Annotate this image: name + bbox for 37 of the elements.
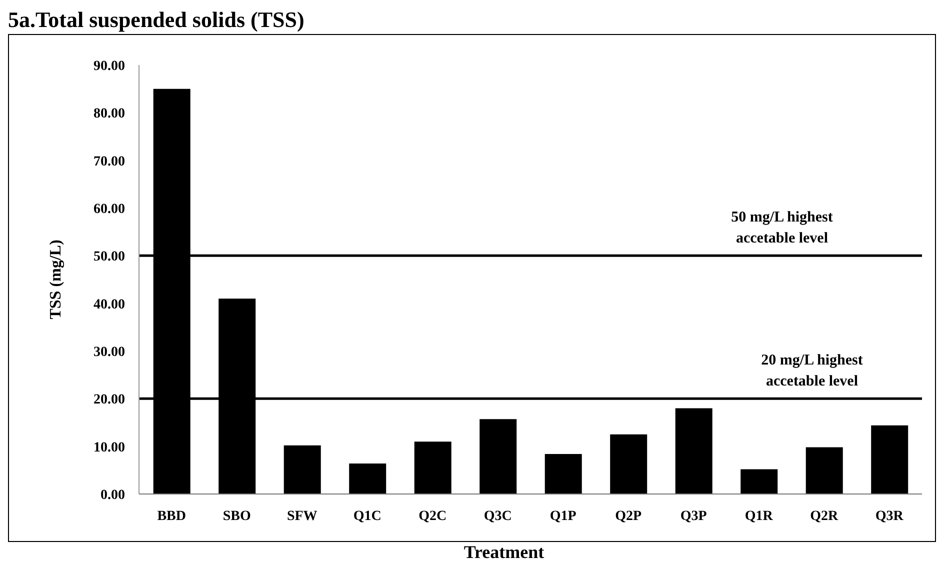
x-tick-label: Q2P	[615, 508, 642, 524]
x-tick-label: Q1R	[744, 508, 774, 524]
bar	[349, 463, 386, 494]
bar	[871, 425, 908, 494]
bar	[544, 454, 582, 494]
y-tick-label: 60.00	[94, 202, 125, 217]
x-tick-label: Q2C	[418, 508, 447, 524]
y-axis-title: TSS (mg/L)	[48, 240, 65, 320]
x-tick-label: Q1C	[353, 508, 382, 524]
ref-line-label: 50 mg/L highest accetable level	[731, 210, 833, 247]
x-tick-label: SBO	[222, 508, 251, 524]
y-tick-label: 20.00	[94, 392, 125, 408]
bar	[284, 445, 321, 494]
y-tick-label: 40.00	[94, 297, 125, 312]
y-tick-label: 50.00	[94, 250, 125, 265]
bar	[480, 419, 517, 494]
y-tick-label: 30.00	[94, 344, 125, 360]
x-tick-label: Q1P	[550, 508, 577, 524]
chart-title: 5a.Total suspended solids (TSS)	[8, 7, 306, 34]
x-tick-label: Q3P	[680, 508, 708, 524]
x-tick-label: Q2R	[810, 508, 840, 524]
x-axis-title: Treatment	[462, 542, 546, 563]
bar	[414, 442, 452, 494]
y-tick-label: 90.00	[94, 58, 125, 74]
y-tick-label: 0.00	[100, 488, 125, 503]
y-tick-label: 80.00	[94, 106, 125, 122]
bar	[740, 469, 778, 494]
y-tick-label: 10.00	[94, 440, 125, 456]
y-tick-label: 70.00	[94, 154, 125, 170]
x-tick-label: Q3C	[484, 508, 512, 524]
bar	[610, 434, 648, 494]
bar	[806, 447, 843, 494]
bar	[675, 408, 712, 494]
x-tick-label: SFW	[286, 508, 318, 524]
x-tick-label: Q3R	[875, 508, 904, 524]
ref-line-label: 20 mg/L highest accetable level	[761, 352, 863, 390]
x-tick-label: BBD	[157, 508, 186, 524]
